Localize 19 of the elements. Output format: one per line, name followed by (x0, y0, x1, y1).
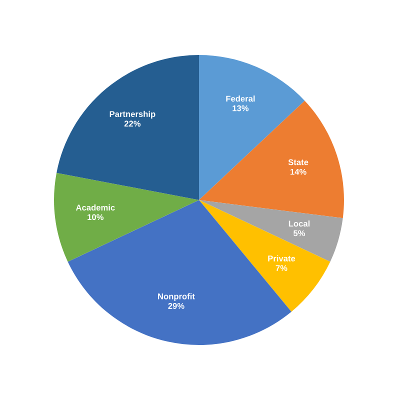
slice-label: State (288, 159, 308, 166)
slice-label: Academic (76, 204, 115, 211)
data-label: 7% (276, 265, 288, 271)
pie-slice (199, 200, 330, 312)
data-label: 22% (124, 120, 141, 127)
data-label: 5% (293, 230, 306, 236)
data-label: 13% (232, 105, 249, 112)
pie-slice (199, 200, 343, 262)
slice-label: Private (268, 255, 296, 262)
pie-slice (199, 100, 344, 218)
pie-slice (54, 172, 199, 262)
slice-label: Local (288, 220, 310, 227)
slice-label: Partnership (110, 110, 156, 119)
data-label: 10% (88, 214, 104, 220)
slice-label: Nonprofit (158, 293, 195, 301)
data-label: 14% (290, 168, 306, 175)
data-label: 29% (168, 303, 184, 309)
slice-label: Federal (226, 96, 255, 102)
pie-slice (56, 55, 199, 200)
